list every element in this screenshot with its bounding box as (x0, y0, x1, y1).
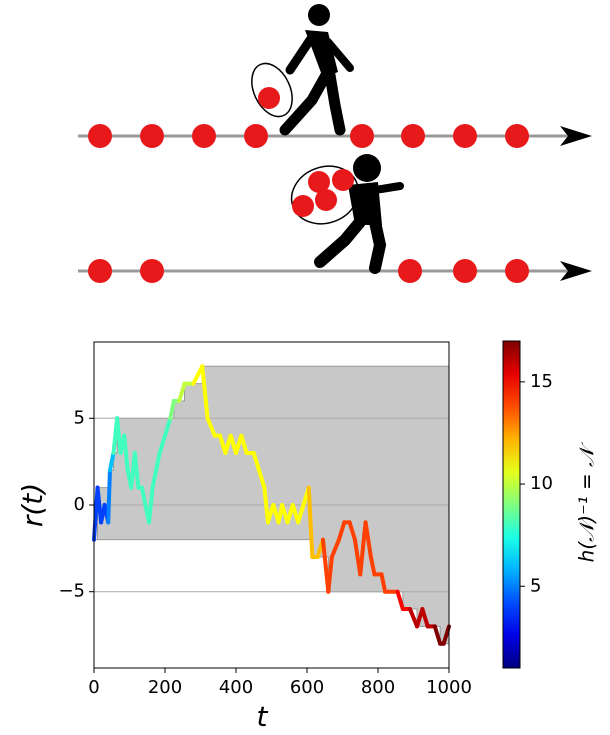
colorbar-tick-label: 5 (530, 575, 541, 596)
line-segment (296, 503, 306, 525)
line-segment (441, 624, 451, 646)
x-tick-label: 800 (361, 677, 395, 698)
line-segment (106, 468, 112, 525)
line-segment (107, 450, 116, 473)
plot-frame (93, 341, 450, 669)
line-segment (132, 450, 141, 490)
line-segment (157, 433, 167, 455)
line-segment (139, 485, 148, 507)
line-segment (262, 485, 270, 525)
line-segment (432, 624, 443, 646)
line-segment (154, 450, 162, 473)
line-segment (395, 589, 405, 612)
chart: −5 0 5 0 200 400 600 800 1000 5 10 15 (58, 340, 553, 698)
y-tick-label: 0 (74, 494, 85, 515)
x-tick-label: 200 (148, 677, 182, 698)
x-axis-label: t (257, 700, 269, 733)
line-segment (368, 555, 377, 577)
line-segment (306, 485, 315, 560)
line-segment (329, 537, 341, 560)
line-segment (363, 520, 373, 560)
x-tick-label: 600 (290, 677, 324, 698)
line-segment (420, 607, 430, 629)
x-tick-label: 0 (88, 677, 99, 698)
line-segment (150, 468, 159, 490)
colorbar-tick-label: 15 (530, 371, 553, 392)
line-segment (200, 364, 210, 421)
line-segment (251, 450, 262, 473)
line-segment (257, 468, 267, 490)
line-segment (168, 398, 176, 421)
line-segment (336, 520, 347, 542)
line-segment (122, 433, 130, 473)
x-tick-label: 400 (219, 677, 253, 698)
line-segment (177, 381, 187, 403)
line-segment (239, 433, 249, 455)
line-segment (358, 520, 368, 577)
line-segment (205, 416, 217, 438)
colorbar (502, 340, 521, 669)
line-segment (347, 520, 357, 542)
x-tick-label: 1000 (426, 677, 472, 698)
y-tick-label: 5 (74, 407, 85, 428)
y-axis-label: r(t) (16, 483, 49, 527)
line-segment (326, 555, 334, 594)
y-tick-label: −5 (58, 581, 85, 602)
colorbar-label: h(𝒩)⁻¹ = 𝒩 (575, 442, 599, 562)
line-segment (163, 416, 173, 438)
colorbar-tick-label: 10 (530, 473, 553, 494)
line-segment (147, 485, 155, 525)
illustration (78, 4, 592, 283)
line-segment (379, 572, 388, 594)
